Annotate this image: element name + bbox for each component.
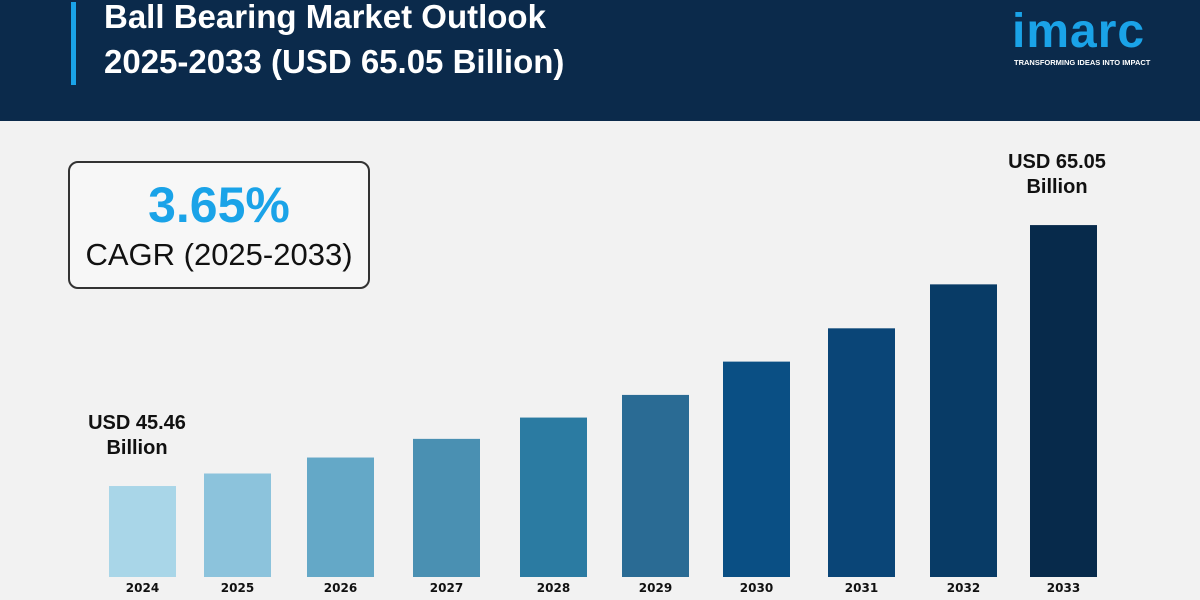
annotation-2033: USD 65.05 Billion bbox=[992, 150, 1122, 200]
bar-2030 bbox=[723, 361, 790, 577]
bar-2024 bbox=[109, 486, 176, 577]
bar-2029 bbox=[622, 394, 689, 577]
x-tick-2027: 2027 bbox=[430, 581, 463, 595]
x-tick-2032: 2032 bbox=[947, 581, 980, 595]
x-tick-2030: 2030 bbox=[740, 581, 773, 595]
accent-bar bbox=[71, 2, 76, 85]
annotation-2024-line2: Billion bbox=[106, 437, 168, 459]
x-tick-2024: 2024 bbox=[126, 581, 159, 595]
cagr-value: 3.65% bbox=[148, 177, 290, 233]
logo-word: imarc bbox=[1012, 5, 1146, 58]
x-tick-2025: 2025 bbox=[221, 581, 254, 595]
bar-2025 bbox=[204, 473, 271, 577]
annotation-2033-line2: Billion bbox=[1026, 176, 1088, 198]
bar-2032 bbox=[930, 284, 997, 577]
bar-2031 bbox=[828, 328, 895, 577]
x-tick-2028: 2028 bbox=[537, 581, 570, 595]
annotation-2024: USD 45.46 Billion bbox=[72, 411, 202, 461]
x-tick-2031: 2031 bbox=[845, 581, 878, 595]
bar-2027 bbox=[413, 438, 480, 577]
header-banner: Ball Bearing Market Outlook 2025-2033 (U… bbox=[0, 0, 1200, 121]
annotation-2024-line1: USD 45.46 bbox=[88, 412, 186, 434]
cagr-box: 3.65% CAGR (2025-2033) bbox=[68, 161, 370, 289]
bar-2026 bbox=[307, 457, 374, 577]
x-tick-2026: 2026 bbox=[324, 581, 357, 595]
page-title: Ball Bearing Market Outlook 2025-2033 (U… bbox=[104, 0, 564, 84]
annotation-2033-line1: USD 65.05 bbox=[1008, 151, 1106, 173]
title-line-1: Ball Bearing Market Outlook bbox=[104, 0, 546, 35]
logo-tagline: TRANSFORMING IDEAS INTO IMPACT bbox=[1014, 58, 1151, 67]
cagr-label: CAGR (2025-2033) bbox=[85, 237, 353, 272]
bar-2033 bbox=[1030, 225, 1097, 577]
x-tick-2029: 2029 bbox=[639, 581, 672, 595]
imarc-logo: imarc TRANSFORMING IDEAS INTO IMPACT bbox=[1012, 2, 1162, 72]
x-tick-2033: 2033 bbox=[1047, 581, 1080, 595]
bar-2028 bbox=[520, 417, 587, 577]
title-line-2: 2025-2033 (USD 65.05 Billion) bbox=[104, 43, 565, 80]
